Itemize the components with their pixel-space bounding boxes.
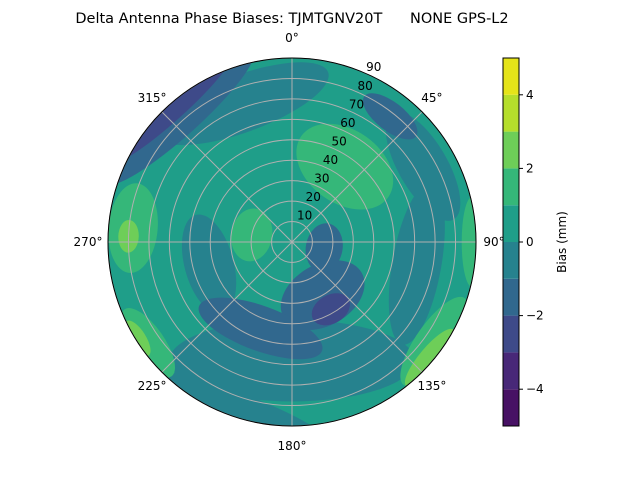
angle-tick-label: 135° — [417, 379, 446, 393]
colorbar-band — [503, 278, 519, 316]
angle-tick-label: 45° — [421, 91, 442, 105]
radial-tick-label: 80 — [357, 79, 372, 93]
radial-tick-label: 10 — [297, 208, 312, 222]
angle-tick-label: 90° — [483, 235, 504, 249]
colorbar-band — [503, 389, 519, 426]
colorbar-tick-label: 2 — [526, 161, 534, 175]
radial-labels: 10 20 30 40 50 60 70 80 90 — [297, 60, 381, 222]
colorbar-band — [503, 242, 519, 279]
colorbar-band — [503, 94, 519, 132]
radial-tick-label: 20 — [306, 190, 321, 204]
contour-region — [124, 320, 151, 357]
colorbar-band — [503, 58, 519, 95]
contour-region — [362, 93, 418, 140]
contour-region — [305, 223, 343, 273]
colorbar-tick-label: −4 — [526, 382, 544, 396]
angle-tick-label: 0° — [285, 31, 299, 45]
contour-region — [388, 183, 445, 345]
colorbar-band — [503, 315, 519, 353]
angle-gridline — [161, 241, 293, 373]
angle-tick-label: 180° — [278, 439, 307, 453]
polar-frame — [107, 57, 477, 427]
contour-region — [108, 58, 254, 185]
contour-region — [385, 111, 461, 221]
chart-title: Delta Antenna Phase Biases: TJMTGNV20T N… — [75, 11, 508, 27]
angle-labels: 0° 45° 90° 135° 180° 225° 270° 315° — [74, 31, 505, 453]
angle-gridline — [291, 241, 423, 373]
colorbar-tick-label: 4 — [526, 88, 534, 102]
colorbar-label: Bias (mm) — [555, 211, 569, 273]
contour-region — [404, 328, 455, 387]
colorbar-band — [503, 205, 519, 242]
colorbar-tick-label: 0 — [526, 235, 534, 249]
contour-region — [311, 293, 350, 326]
angle-tick-label: 225° — [138, 379, 167, 393]
angle-gridline — [161, 111, 293, 243]
polar-grid — [107, 57, 477, 427]
radial-tick-label: 70 — [349, 97, 364, 111]
colorbar-band — [503, 168, 519, 206]
colorbar: −4 −2 0 2 4 — [502, 57, 544, 427]
radial-tick-label: 60 — [340, 116, 355, 130]
radial-tick-label: 30 — [314, 171, 329, 185]
radial-tick-label: 40 — [323, 153, 338, 167]
radial-tick-label: 90 — [366, 60, 381, 74]
radial-tick-label: 50 — [332, 134, 347, 148]
angle-gridline — [291, 111, 423, 243]
contour-region — [181, 214, 237, 315]
colorbar-band — [503, 352, 519, 390]
angle-tick-label: 270° — [74, 235, 103, 249]
angle-tick-label: 315° — [138, 91, 167, 105]
colorbar-band — [503, 131, 519, 169]
contour-region — [135, 369, 329, 426]
colorbar-tick-label: −2 — [526, 309, 544, 323]
